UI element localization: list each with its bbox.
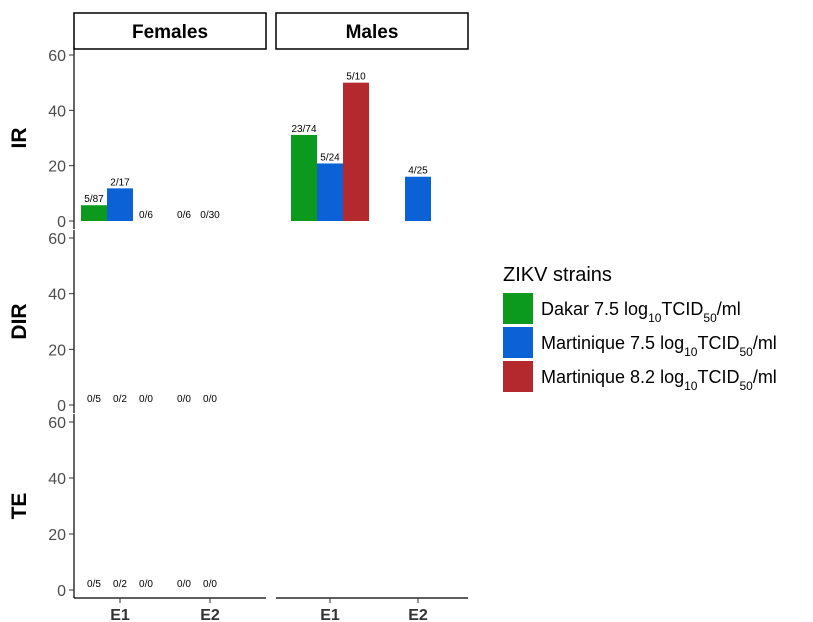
facet-strip-females [73,12,267,50]
x-tick-label: E1 [110,607,130,622]
x-tick-label: E2 [200,607,220,622]
bar-label: 0/0 [139,579,153,590]
facet-row-labels: IR DIR TE [8,128,31,520]
x-tick-label: E1 [320,607,340,622]
bar-label: 5/87 [84,194,104,205]
facet-strips: Females Males [73,12,469,50]
y-tick-label: 0 [57,583,66,600]
bar-label: 0/6 [139,210,153,221]
y-tick-label: 40 [48,471,66,488]
bar-label: 0/0 [203,579,217,590]
bar-label: 0/5 [87,394,101,405]
bar [81,205,107,221]
bar-label: 0/0 [177,394,191,405]
y-tick-label: 60 [48,48,66,65]
bar-label: 5/24 [320,152,340,163]
legend: ZIKV strains Dakar 7.5 log10TCID50/ml Mart… [503,264,777,393]
facet-strip-label: Males [346,22,399,43]
legend-entry-label: Martinique 8.2 log10TCID50/ml [541,367,777,393]
facet-row-label-ir: IR [8,128,31,149]
bar [405,176,431,221]
bar [343,82,369,222]
y-tick-label: 60 [48,231,66,248]
y-tick-label: 20 [48,159,66,176]
bar [107,188,133,221]
legend-key-0 [503,293,533,324]
bar-label: 0/5 [87,579,101,590]
facet-strip-males [275,12,469,50]
y-tick-label: 0 [57,398,66,415]
y-tick-label: 40 [48,287,66,304]
y-tick-label: 0 [57,214,66,231]
facet-strip-label: Females [132,22,208,43]
facet-row-label-dir: DIR [8,303,31,339]
legend-key-2 [503,361,533,392]
bar-label: 0/2 [113,579,127,590]
legend-key-1 [503,327,533,358]
bar-label: 4/25 [408,166,428,177]
y-tick-label: 20 [48,342,66,359]
bar [291,134,317,221]
facet-row-label-te: TE [8,493,31,520]
bar-label: 23/74 [291,124,316,135]
y-tick-label: 60 [48,415,66,432]
legend-entry-label: Martinique 7.5 log10TCID50/ml [541,333,777,359]
bar-label: 0/0 [139,394,153,405]
bar-label: 0/30 [200,210,220,221]
bar-label: 0/0 [203,394,217,405]
bar-label: 2/17 [110,177,130,188]
bar [317,163,343,221]
legend-entry-label: Dakar 7.5 log10TCID50/ml [541,299,741,325]
legend-title: ZIKV strains [503,264,612,286]
y-tick-label: 40 [48,103,66,120]
y-tick-label: 20 [48,527,66,544]
bar-label: 0/2 [113,394,127,405]
bars: 5/87 2/17 0/6 0/6 0/30 23/74 5/24 5/10 4/25 0/5 0/… [81,72,431,590]
bar-label: 0/6 [177,210,191,221]
x-tick-label: E2 [408,607,428,622]
bar-label: 5/10 [346,72,366,83]
bar-label: 0/0 [177,579,191,590]
